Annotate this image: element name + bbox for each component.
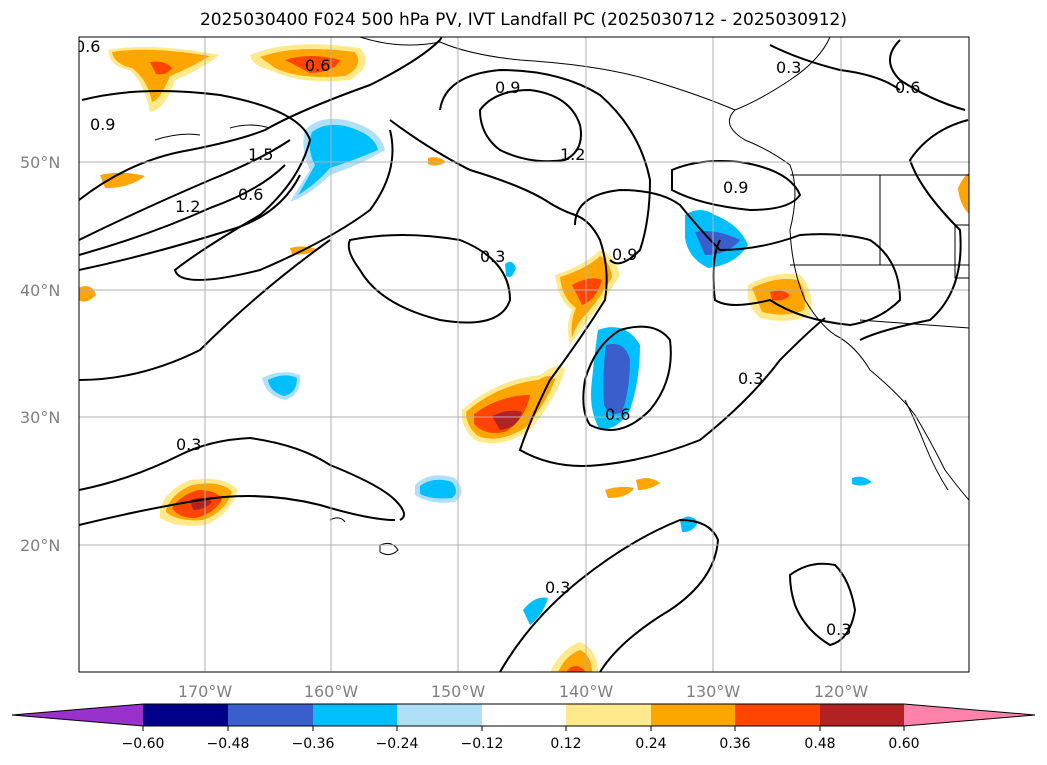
contour-label: 0.3 bbox=[480, 247, 505, 266]
colorbar-tick-label: −0.48 bbox=[207, 736, 250, 752]
lat-label: 30°N bbox=[20, 408, 60, 427]
lon-label: 170°W bbox=[178, 682, 233, 701]
colorbar-tick-label: −0.12 bbox=[461, 736, 504, 752]
contour-label: 0.3 bbox=[826, 620, 851, 639]
contour-labels: 0.6 0.6 0.9 0.3 0.6 0.9 1.2 1.5 1.2 0.6 … bbox=[75, 37, 920, 639]
colorbar-tick-label: −0.24 bbox=[376, 736, 419, 752]
colorbar-seg bbox=[651, 704, 735, 726]
graticule bbox=[79, 37, 969, 672]
ivt-contour-layer bbox=[79, 37, 969, 672]
lat-label: 40°N bbox=[20, 281, 60, 300]
colorbar-seg bbox=[482, 704, 566, 726]
colorbar-tick-label: 0.36 bbox=[719, 736, 750, 752]
contour-label: 1.2 bbox=[560, 145, 585, 164]
contour-label: 0.3 bbox=[776, 58, 801, 77]
colorbar: −0.60 −0.48 −0.36 −0.24 −0.12 0.12 0.24 … bbox=[11, 703, 1036, 752]
map-title: 2025030400 F024 500 hPa PV, IVT Landfall… bbox=[199, 10, 847, 30]
longitude-labels: 170°W 160°W 150°W 140°W 130°W 120°W bbox=[178, 682, 869, 701]
lon-label: 160°W bbox=[304, 682, 359, 701]
colorbar-tick-label: −0.36 bbox=[292, 736, 335, 752]
contour-label: 0.6 bbox=[605, 405, 630, 424]
contour-label: 0.3 bbox=[738, 369, 763, 388]
colorbar-tick-label: 0.60 bbox=[888, 736, 919, 752]
colorbar-tick-label: 0.48 bbox=[804, 736, 835, 752]
contour-label: 0.3 bbox=[176, 435, 201, 454]
colorbar-seg bbox=[820, 704, 904, 726]
lon-label: 150°W bbox=[431, 682, 486, 701]
contour-label: 0.9 bbox=[495, 78, 520, 97]
latitude-labels: 50°N 40°N 30°N 20°N bbox=[20, 153, 60, 555]
contour-label: 0.6 bbox=[238, 185, 263, 204]
contour-label: 0.6 bbox=[895, 78, 920, 97]
contour-label: 0.3 bbox=[545, 578, 570, 597]
map-frame bbox=[78, 36, 970, 673]
contour-label: 0.9 bbox=[90, 115, 115, 134]
colorbar-seg bbox=[566, 704, 651, 726]
colorbar-seg bbox=[313, 704, 397, 726]
lon-label: 120°W bbox=[814, 682, 869, 701]
pv-shading-layer bbox=[79, 44, 969, 672]
contour-label: 0.9 bbox=[723, 178, 748, 197]
lat-label: 50°N bbox=[20, 153, 60, 172]
contour-label: 0.6 bbox=[75, 37, 100, 56]
colorbar-seg bbox=[397, 704, 482, 726]
contour-label: 0.6 bbox=[305, 56, 330, 75]
lat-label: 20°N bbox=[20, 536, 60, 555]
colorbar-seg bbox=[904, 704, 1035, 726]
lon-label: 140°W bbox=[559, 682, 614, 701]
lon-label: 130°W bbox=[686, 682, 741, 701]
contour-label: 1.2 bbox=[175, 197, 200, 216]
colorbar-seg bbox=[735, 704, 820, 726]
colorbar-tick-label: −0.60 bbox=[122, 736, 165, 752]
colorbar-seg bbox=[143, 704, 228, 726]
colorbar-tick-label: 0.12 bbox=[550, 736, 581, 752]
colorbar-seg bbox=[12, 704, 143, 726]
colorbar-seg bbox=[228, 704, 313, 726]
colorbar-tick-label: 0.24 bbox=[635, 736, 666, 752]
contour-label: 0.9 bbox=[612, 245, 637, 264]
contour-label: 1.5 bbox=[248, 145, 273, 164]
